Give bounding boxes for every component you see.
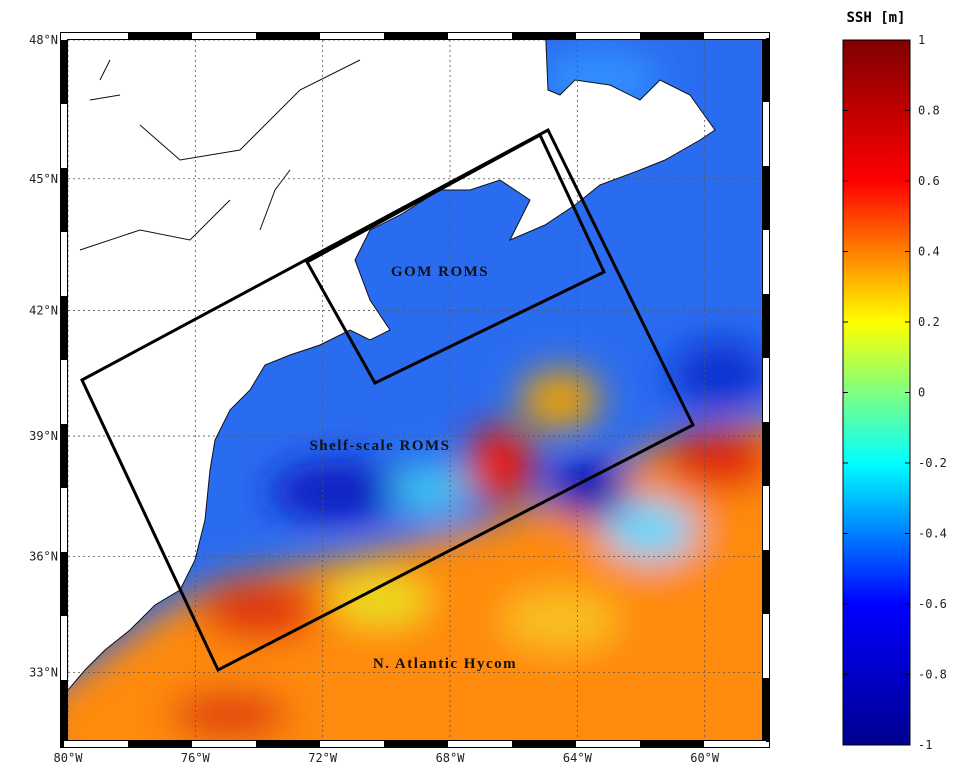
colorbar-tick-label: -0.4 (918, 527, 947, 541)
x-tick-label: 60°W (690, 751, 720, 765)
region-label: N. Atlantic Hycom (373, 656, 517, 672)
ssh-field (68, 40, 762, 740)
colorbar-tick-label: 0.4 (918, 245, 940, 259)
x-tick-label: 76°W (181, 751, 211, 765)
region-label: GOM ROMS (391, 264, 489, 280)
y-tick-label: 36°N (29, 549, 58, 563)
y-tick-label: 33°N (29, 665, 58, 679)
colorbar-tick-label: 1 (918, 33, 925, 47)
y-tick-label: 39°N (29, 429, 58, 443)
colorbar-tick-label: 0.8 (918, 104, 940, 118)
colorbar-tick-label: 0.6 (918, 174, 940, 188)
colorbar-tick-label: 0 (918, 386, 925, 400)
colorbar-tick-label: -1 (918, 738, 932, 752)
colorbar-tick-label: 0.2 (918, 315, 940, 329)
frame-pattern (61, 33, 769, 747)
model-domains (80, 127, 695, 673)
colorbar-title: SSH [m] (846, 10, 905, 26)
x-tick-label: 72°W (308, 751, 338, 765)
colorbar (842, 39, 911, 746)
x-tick-label: 64°W (563, 751, 593, 765)
y-tick-label: 45°N (29, 172, 58, 186)
colorbar-tick-label: -0.6 (918, 597, 947, 611)
y-tick-label: 48°N (29, 33, 58, 47)
colorbar-tick-label: -0.8 (918, 668, 947, 682)
colorbar-tick-label: -0.2 (918, 456, 947, 470)
x-tick-label: 68°W (436, 751, 466, 765)
land (68, 40, 716, 691)
region-label: Shelf-scale ROMS (309, 438, 450, 454)
borders (79, 59, 361, 251)
y-tick-label: 42°N (29, 303, 58, 317)
x-tick-label: 80°W (54, 751, 84, 765)
